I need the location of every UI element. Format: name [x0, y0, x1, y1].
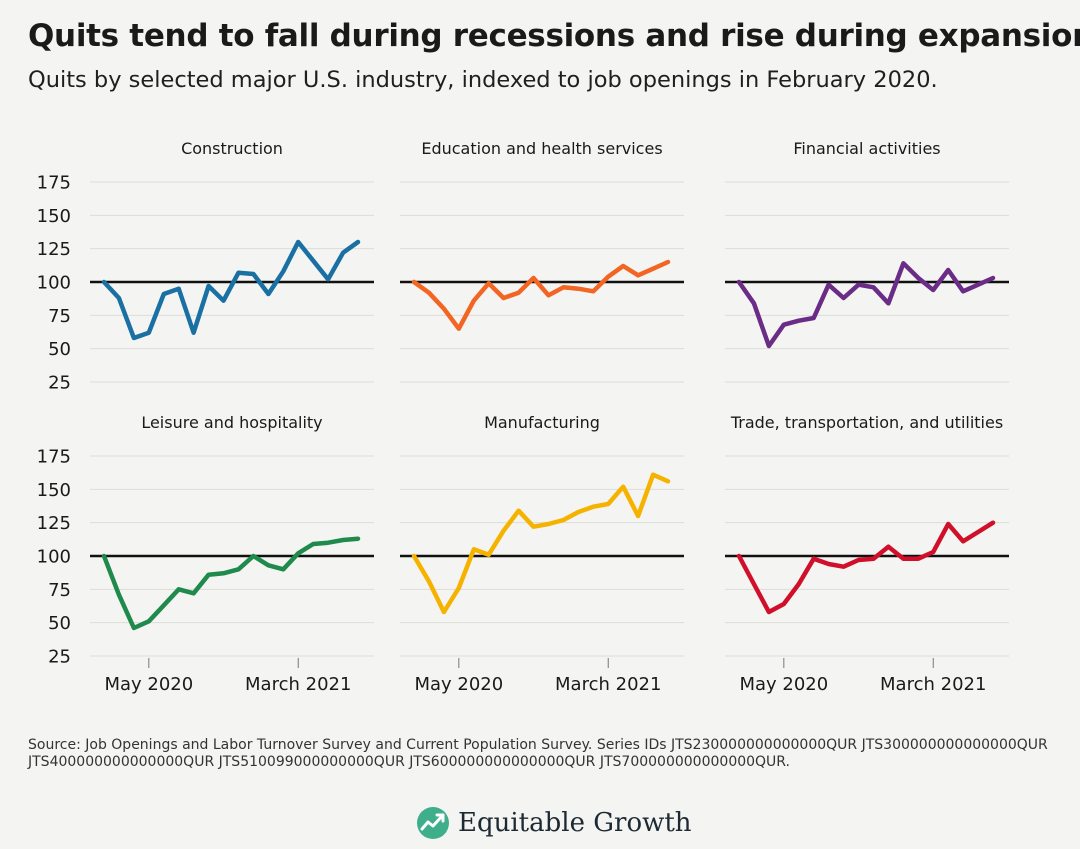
x-tick-label: March 2021	[555, 674, 661, 695]
series-line	[411, 259, 671, 331]
y-tick-label: 125	[37, 513, 71, 534]
panel-4: Manufacturing May 2020 March 2021	[400, 413, 684, 695]
panel-title: Education and health services	[421, 139, 662, 158]
y-tick-label: 150	[37, 206, 71, 227]
source-note: Source: Job Openings and Labor Turnover …	[28, 737, 1048, 770]
chart-title: Quits tend to fall during recessions and…	[28, 18, 1080, 54]
series-line	[736, 520, 996, 615]
x-tick-label: May 2020	[414, 674, 503, 695]
small-multiples-chart: Construction 25 50 75 100 125 150 175 Education …	[37, 139, 1009, 695]
y-tick-label: 125	[37, 239, 71, 260]
panel-0: Construction 25 50 75 100 125 150 175	[37, 139, 374, 394]
x-tick-label: March 2021	[245, 674, 351, 695]
y-tick-label: 100	[37, 547, 71, 568]
panel-2: Financial activities	[725, 139, 1009, 383]
y-tick-label: 50	[48, 613, 71, 634]
x-tick-label: May 2020	[104, 674, 193, 695]
panel-title: Manufacturing	[484, 413, 600, 432]
publisher-logo: Equitable Growth	[416, 805, 692, 841]
y-tick-label: 75	[48, 306, 71, 327]
series-line	[101, 239, 361, 341]
x-tick-label: March 2021	[880, 674, 986, 695]
y-tick-label: 75	[48, 580, 71, 601]
y-tick-label: 100	[37, 273, 71, 294]
panel-title: Construction	[181, 139, 283, 158]
y-tick-label: 175	[37, 173, 71, 194]
chart-subtitle: Quits by selected major U.S. industry, i…	[28, 67, 938, 93]
y-tick-label: 25	[48, 373, 71, 394]
series-line	[101, 536, 361, 631]
panel-title: Leisure and hospitality	[141, 413, 322, 432]
y-tick-label: 50	[48, 339, 71, 360]
panel-3: Leisure and hospitality 25 50 75 100 125 150 17…	[37, 413, 374, 695]
series-line	[736, 261, 996, 349]
panel-1: Education and health services	[400, 139, 684, 383]
panel-title: Financial activities	[793, 139, 940, 158]
x-tick-label: May 2020	[739, 674, 828, 695]
logo-text: Equitable Growth	[458, 808, 692, 838]
series-line	[411, 472, 671, 615]
panel-title: Trade, transportation, and utilities	[730, 413, 1003, 432]
y-tick-label: 150	[37, 480, 71, 501]
panel-5: Trade, transportation, and utilities May …	[725, 413, 1009, 695]
y-tick-label: 175	[37, 447, 71, 468]
y-tick-label: 25	[48, 647, 71, 668]
growth-chart-icon	[417, 807, 449, 839]
